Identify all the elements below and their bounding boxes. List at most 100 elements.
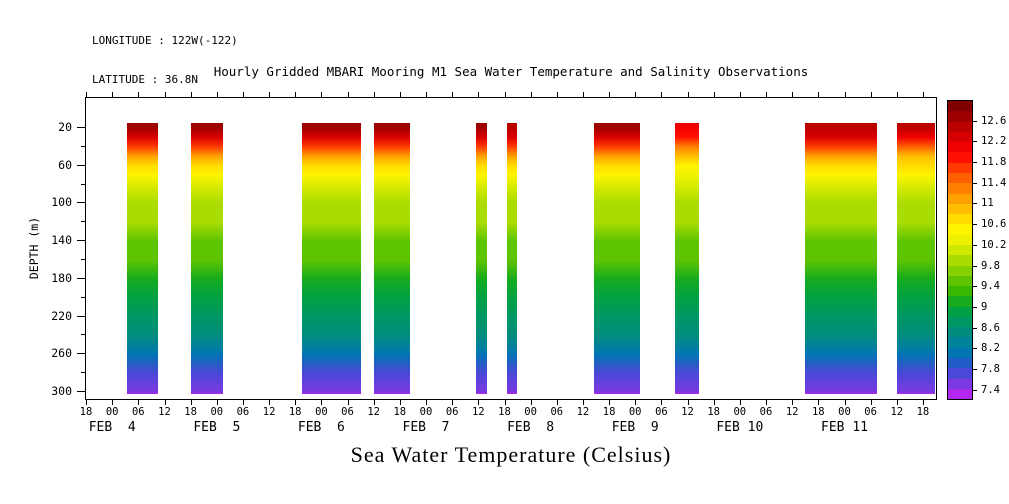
colorbar-label: 11 [981,197,994,210]
colorbar-segment [948,296,972,307]
x-tick [426,400,427,405]
x-date-label: FEB 5 [193,420,241,435]
colorbar-label: 8.6 [981,321,1000,334]
x-tick-top [242,92,244,97]
x-hour-label: 18 [79,406,93,418]
data-stripe [593,123,640,394]
colorbar-segment [948,347,972,359]
x-tick [530,400,532,405]
x-hour-label: 06 [864,406,877,418]
x-tick [138,400,140,405]
data-stripe [476,123,487,394]
x-tick [870,400,872,405]
colorbar-segment [948,378,972,389]
x-tick-top [86,92,87,97]
x-hour-label: 18 [393,406,407,418]
x-tick-top [556,92,558,97]
colorbar-segment [948,234,972,245]
x-tick-top [818,92,820,97]
x-hour-label: 12 [158,406,171,418]
colorbar-segment [948,337,972,348]
y-minor-tick [81,259,85,260]
x-hour-label: 18 [602,406,616,418]
colorbar-segment [948,286,972,297]
x-hour-label: 18 [811,406,825,418]
y-major-tick [77,127,85,128]
x-tick [478,400,480,405]
x-hour-label: 18 [288,406,302,418]
data-stripe [301,123,361,394]
y-minor-tick [81,296,85,298]
y-major-tick [77,164,85,166]
x-tick-top [661,92,663,97]
colorbar-label: 12.2 [981,135,1007,148]
x-hour-label: 06 [131,406,145,418]
colorbar-tick-labels: 12.6 12.2 11.8 11.4 11 10.6 10.2 9.8 9.4 9 8.6 8.2 7… [981,100,1009,400]
y-tick-label: 180 [51,270,72,285]
y-minor-tick [81,145,85,147]
x-tick [766,400,767,405]
plot-area [85,97,937,400]
y-tick-label: 220 [51,308,72,323]
x-tick-top [739,92,741,97]
y-minor-tick [81,334,85,336]
x-axis-ticks-top [86,92,936,97]
x-tick [844,400,846,405]
colorbar-label: 7.4 [981,383,1000,396]
x-hour-label: 06 [445,406,459,418]
colorbar-tick [973,120,977,122]
x-hour-label: 12 [681,406,694,418]
colorbar-tick [973,182,977,184]
x-tick-top [792,92,794,97]
colorbar-tick [973,327,977,329]
colorbar-segment [948,265,972,276]
x-date-label: FEB 9 [611,420,659,435]
y-tick-label: 260 [51,346,72,361]
colorbar-segment [948,327,972,338]
x-hour-label: 06 [341,406,354,418]
x-tick-top [112,92,114,97]
colorbar-segment [948,152,972,163]
x-tick-top [164,92,166,97]
x-tick-top [635,92,637,97]
colorbar-label: 9.4 [981,280,1000,293]
x-hour-label: 00 [105,406,119,418]
x-tick [216,400,218,405]
colorbar-label: 10.2 [981,238,1007,251]
colorbar-label: 11.8 [981,156,1007,169]
colorbar-label: 7.8 [981,363,1000,375]
x-tick [792,400,794,405]
colorbar-tick [973,286,977,288]
y-major-tick [77,277,85,279]
colorbar-segment [948,142,972,153]
plot-title: Hourly Gridded MBARI Mooring M1 Sea Wate… [213,64,809,79]
x-hour-label: 12 [471,406,485,418]
x-date-label: FEB 6 [297,420,345,435]
x-hour-label: 18 [184,406,197,418]
x-date-label: FEB 8 [507,420,555,435]
colorbar-segment [948,172,972,184]
x-tick [922,400,924,405]
x-tick [713,400,715,405]
y-axis-label: DEPTH (m) [27,216,41,280]
x-tick [269,400,271,405]
x-date-label: FEB 4 [88,420,136,435]
colorbar-tick [973,162,977,164]
x-tick-top [373,92,375,97]
y-tick-label: 20 [58,120,72,134]
colorbar-tick [973,306,977,308]
x-tick-top [269,92,271,97]
x-hour-label: 12 [576,406,590,418]
colorbar-label: 9.8 [981,259,1000,272]
y-tick-label: 300 [51,384,72,398]
data-stripe [373,123,411,394]
y-tick-label: 140 [51,233,72,248]
colorbar-tick [973,141,977,143]
x-hour-label: 00 [315,406,328,418]
meta-latitude: LATITUDE : 36.8N [92,73,198,86]
x-date-label: FEB 10 [716,420,764,435]
data-stripe [190,123,223,394]
x-axis-date-labels: FEB 4 FEB 5 FEB 6 FEB 7 FEB 8 FEB 9 FEB 10 FEB … [86,420,936,436]
colorbar-label: 11.4 [981,176,1007,189]
